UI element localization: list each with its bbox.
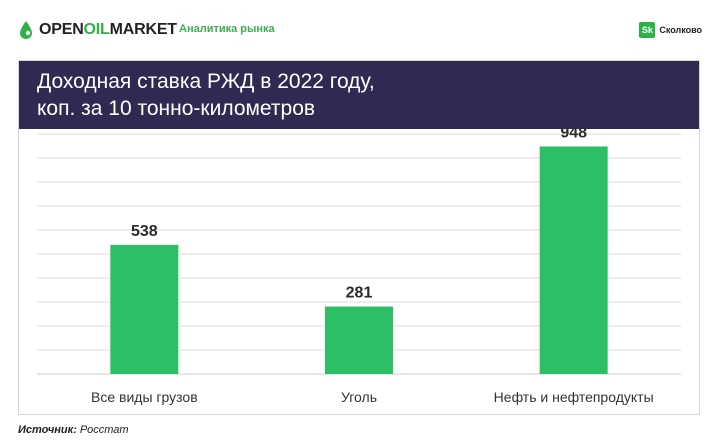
source-note: Источник: Росстат bbox=[18, 424, 129, 436]
logo-text: OPENOILMARKET bbox=[39, 21, 177, 39]
chart-title-line-2: коп. за 10 тонно-километров bbox=[37, 97, 316, 120]
title-band: Доходная ставка РЖД в 2022 году, коп. за… bbox=[19, 61, 699, 129]
data-label: 538 bbox=[131, 223, 158, 240]
bar-chart: 538 Все виды грузов 281 Уголь 948 Нефть и неф… bbox=[37, 129, 681, 405]
category-label: Уголь bbox=[341, 389, 377, 405]
skolkovo-name: Сколково bbox=[659, 25, 702, 35]
partner-logo[interactable]: Sk Сколково bbox=[639, 22, 702, 38]
bar[interactable] bbox=[325, 306, 393, 374]
bar[interactable] bbox=[539, 146, 608, 374]
header: OPENOILMARKET Аналитика рынка Sk Сколков… bbox=[0, 0, 720, 58]
source-value: Росстат bbox=[79, 424, 129, 436]
data-label: 281 bbox=[346, 285, 373, 302]
chart-title-line-1: Доходная ставка РЖД в 2022 году, bbox=[37, 70, 375, 93]
chart-card: Доходная ставка РЖД в 2022 году, коп. за… bbox=[18, 60, 700, 415]
oil-drop-icon bbox=[18, 20, 34, 40]
source-label: Источник: bbox=[18, 424, 77, 436]
logo-part-open: OPEN bbox=[39, 21, 84, 38]
logo-part-market: MARKET bbox=[109, 21, 177, 38]
category-label: Нефть и нефтепродукты bbox=[494, 389, 654, 405]
category-label: Все виды грузов bbox=[91, 389, 198, 405]
skolkovo-badge: Sk bbox=[639, 22, 656, 38]
section-tag: Аналитика рынка bbox=[179, 23, 275, 35]
bar[interactable] bbox=[110, 244, 179, 374]
logo-part-oil: OIL bbox=[83, 21, 110, 38]
data-label: 948 bbox=[560, 129, 587, 141]
logo[interactable]: OPENOILMARKET bbox=[18, 18, 177, 42]
